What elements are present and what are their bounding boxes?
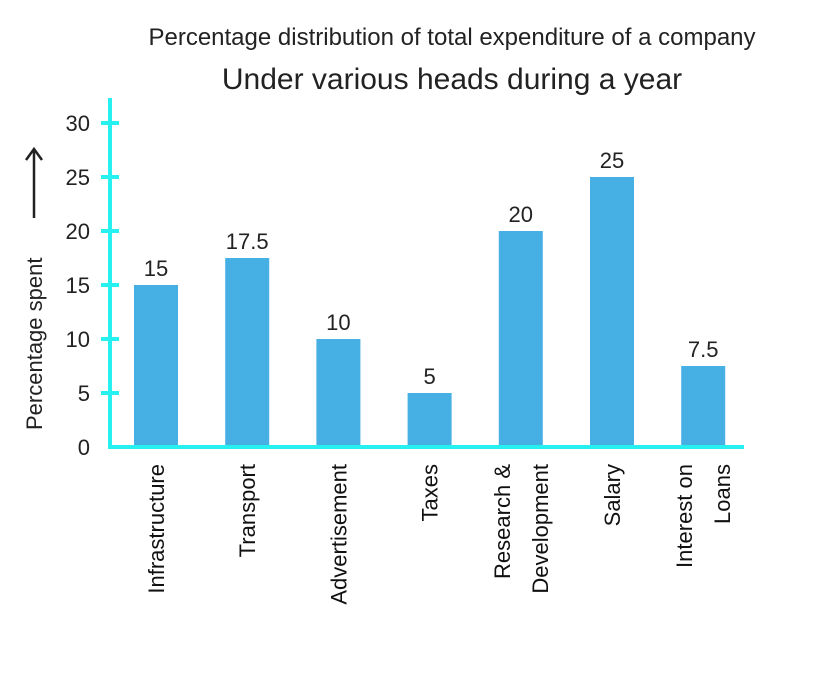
bar-6 [681,366,726,447]
x-category-6: Interest on Loans [672,464,735,568]
x-category-label: Development [528,464,553,594]
bar-1 [225,258,270,447]
y-tick-label-25: 25 [66,165,90,190]
x-category-5: Salary [600,464,625,526]
x-category-label: Transport [235,464,260,557]
bar-4 [498,231,543,447]
chart-title: Under various heads during a year [222,63,682,96]
x-category-label: Infrastructure [144,464,169,594]
x-category-label: Research & [490,464,515,579]
bars-layer [134,177,726,447]
y-tick-label-15: 15 [66,273,90,298]
x-category-3: Taxes [418,464,443,521]
x-category-0: Infrastructure [144,464,169,594]
x-category-label: Taxes [418,464,443,521]
bar-0 [134,285,178,447]
y-tick-label-5: 5 [78,381,90,406]
y-tick-label-20: 20 [66,219,90,244]
x-category-2: Advertisement [326,464,351,605]
y-tick-label-10: 10 [66,327,90,352]
y-tick-label-0: 0 [78,435,90,460]
axes [101,98,744,449]
arrow-up-icon [24,146,44,218]
data-label-0: 15 [144,256,168,281]
x-category-label: Loans [710,464,735,524]
data-label-1: 17.5 [226,229,269,254]
x-category-label: Advertisement [326,464,351,605]
data-label-5: 25 [600,148,624,173]
labels-layer: 15 17.5 10 5 20 25 7.5 0 5 10 15 20 25 30 Infrastructu… [66,111,736,605]
y-axis-label: Percentage spent [22,258,47,430]
x-category-label: Salary [600,464,625,526]
x-category-1: Transport [235,464,260,557]
bar-5 [590,177,634,447]
data-label-3: 5 [423,364,435,389]
chart-subtitle: Percentage distribution of total expendi… [148,24,755,51]
data-label-2: 10 [326,310,350,335]
y-axis-label-group: Percentage spent [22,146,47,430]
bar-2 [316,339,361,447]
data-label-6: 7.5 [688,337,719,362]
bar-3 [407,393,452,447]
x-category-4: Research & Development [490,464,553,594]
data-label-4: 20 [509,202,533,227]
x-category-label: Interest on [672,464,697,568]
y-tick-label-30: 30 [66,111,90,136]
